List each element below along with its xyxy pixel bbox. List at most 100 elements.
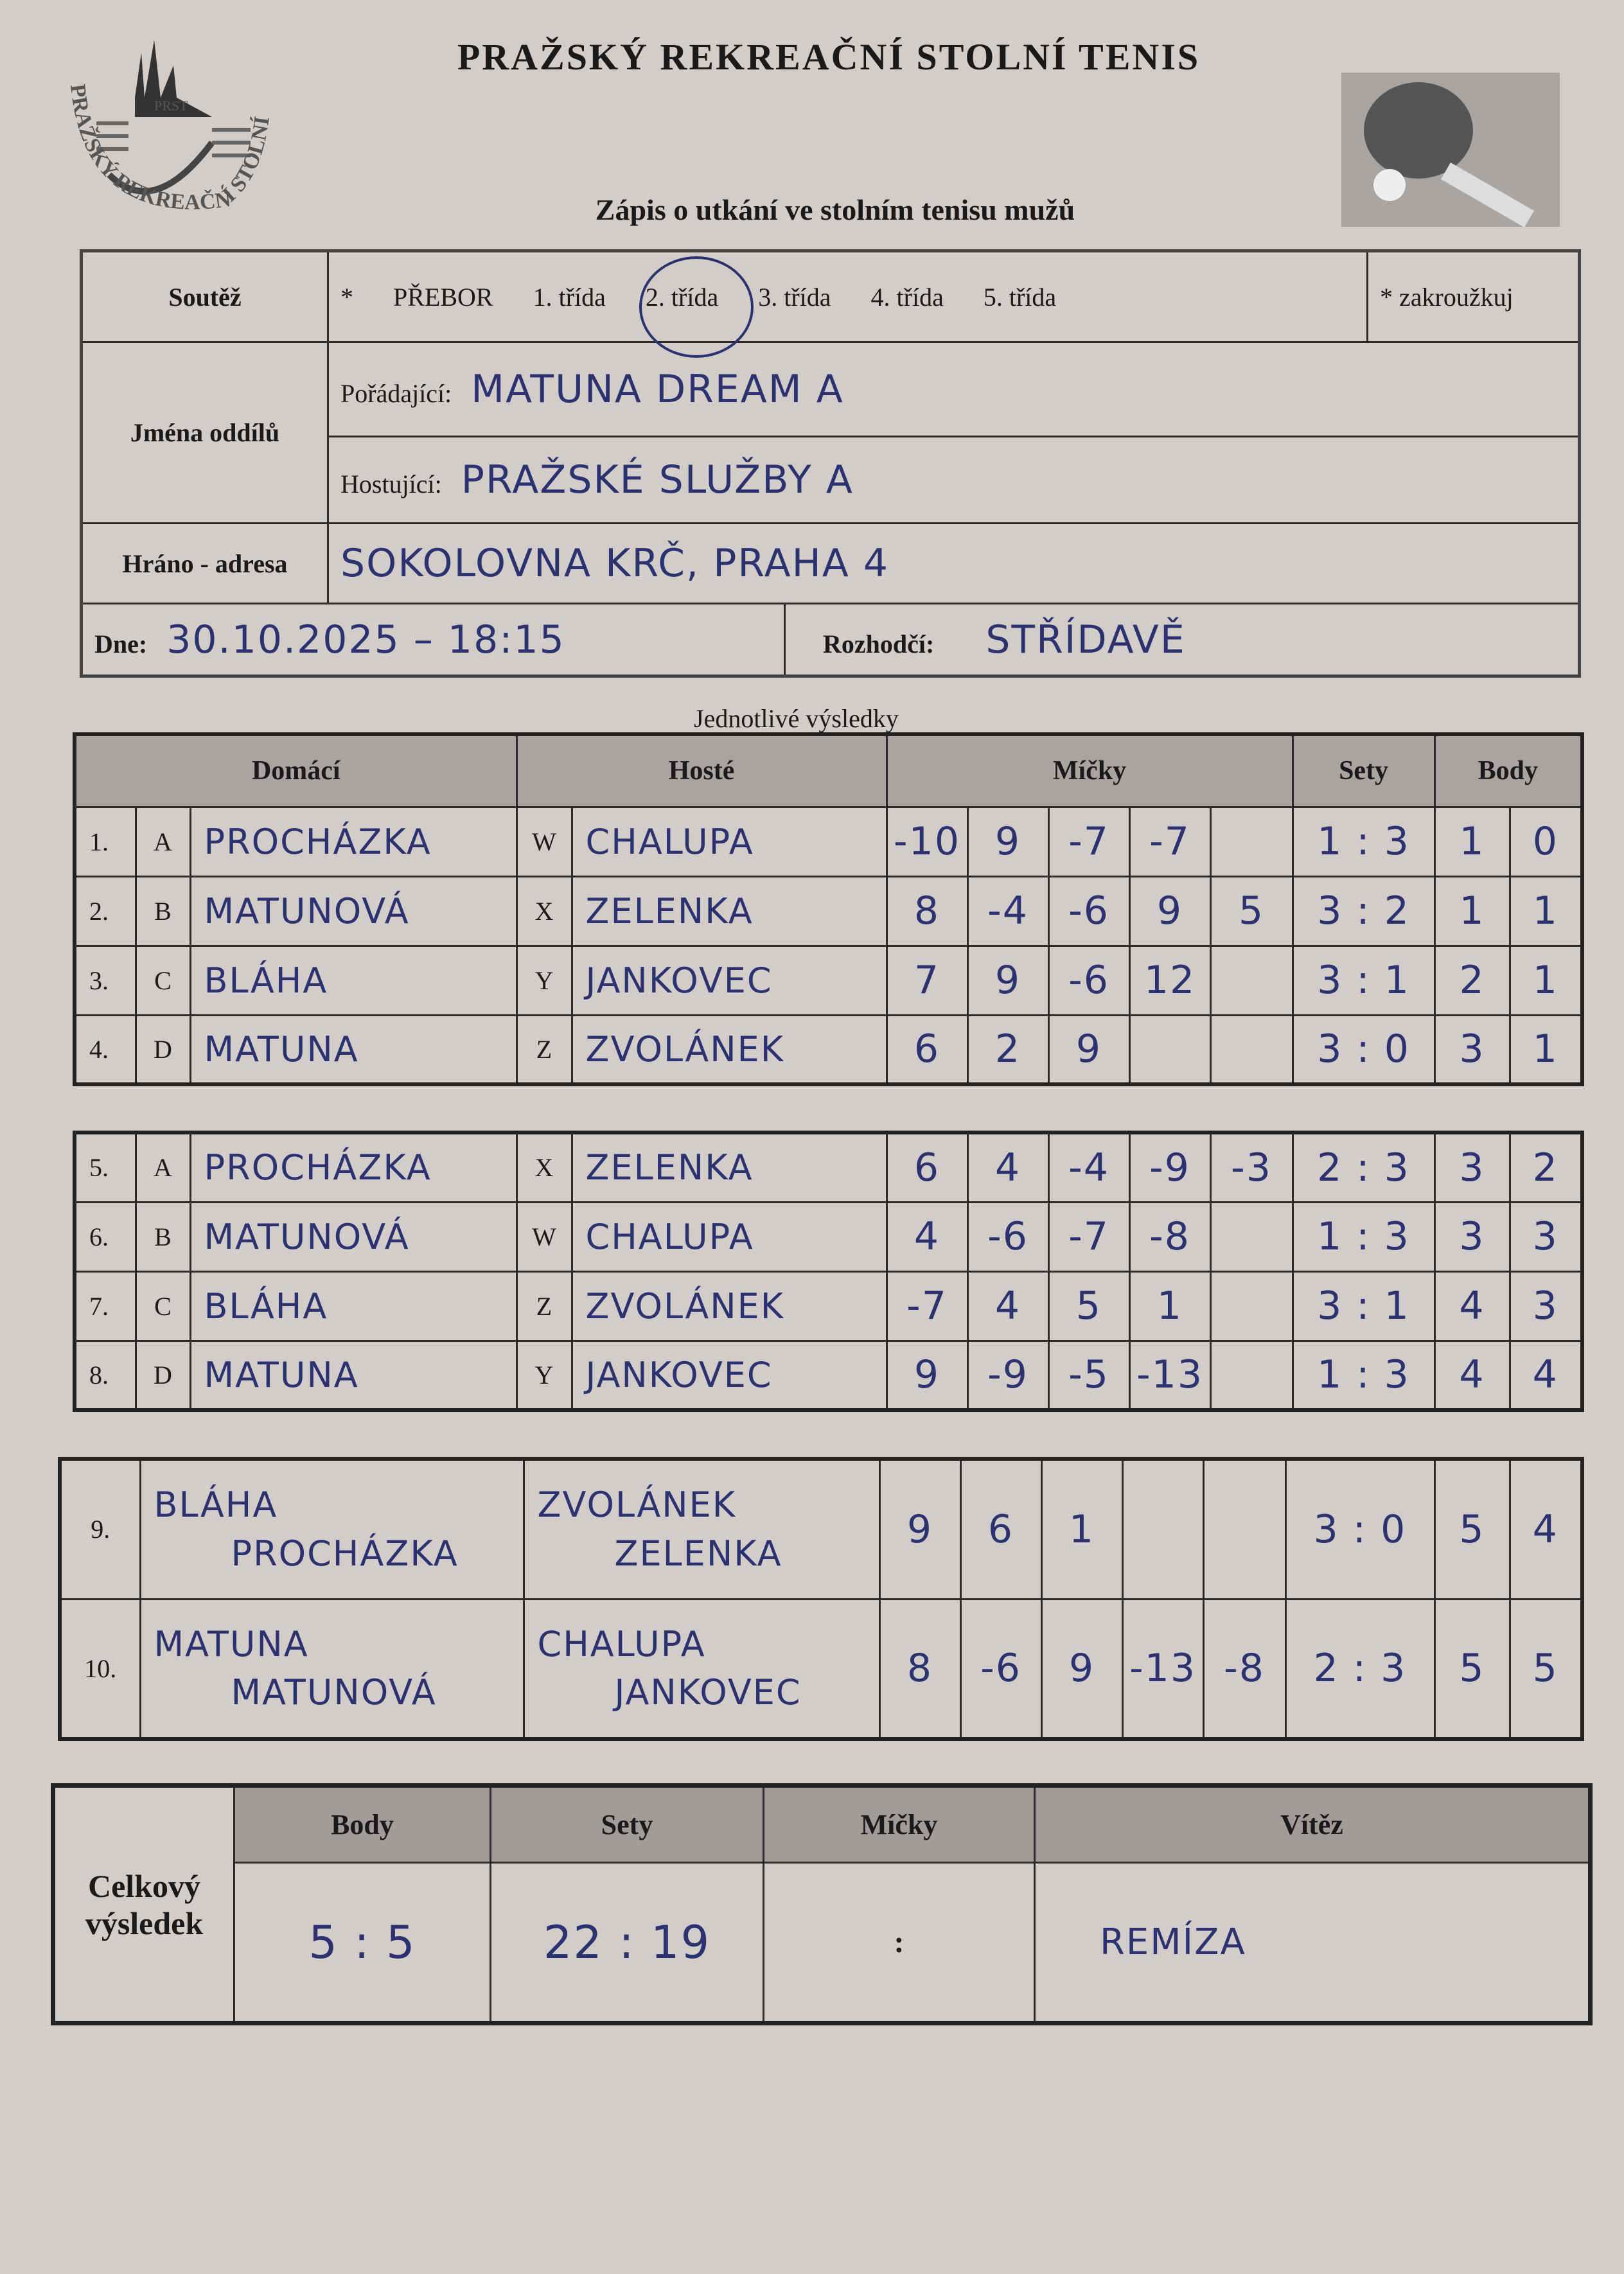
set-score[interactable]	[1209, 1201, 1294, 1273]
set-score[interactable]: -9	[966, 1339, 1050, 1411]
points-guest[interactable]: 4	[1508, 1458, 1584, 1600]
option-3tda[interactable]: 3. třída	[758, 282, 831, 312]
points-home[interactable]: 2	[1433, 944, 1511, 1016]
points-home[interactable]: 1	[1433, 875, 1511, 947]
points-guest[interactable]: 5	[1508, 1598, 1584, 1740]
points-guest[interactable]: 2	[1508, 1131, 1584, 1203]
sets-result[interactable]: 3 : 2	[1291, 875, 1436, 947]
points-guest[interactable]: 1	[1508, 1014, 1584, 1086]
set-score[interactable]: -7	[1128, 806, 1212, 877]
set-score[interactable]: -8	[1128, 1201, 1212, 1273]
set-score[interactable]: -7	[1047, 1201, 1131, 1273]
sum-micky[interactable]: :	[763, 1862, 1036, 2024]
points-guest[interactable]: 1	[1508, 875, 1584, 947]
option-5tda[interactable]: 5. třída	[983, 282, 1057, 312]
set-score[interactable]	[1121, 1458, 1205, 1600]
points-home[interactable]: 3	[1433, 1131, 1511, 1203]
sets-result[interactable]: 3 : 0	[1284, 1458, 1436, 1600]
set-score[interactable]: -7	[1047, 806, 1131, 877]
set-score[interactable]: 4	[885, 1201, 969, 1273]
set-score[interactable]: -6	[966, 1201, 1050, 1273]
points-guest[interactable]: 3	[1508, 1201, 1584, 1273]
sum-vitez[interactable]: REMÍZA	[1034, 1862, 1591, 2024]
set-score[interactable]: -13	[1128, 1339, 1212, 1411]
set-score[interactable]: 12	[1128, 944, 1212, 1016]
set-score[interactable]: -8	[1202, 1598, 1287, 1740]
home-player[interactable]: MATUNOVÁ	[189, 875, 518, 947]
home-player[interactable]: BLÁHA	[189, 944, 518, 1016]
option-pebor[interactable]: PŘEBOR	[393, 282, 493, 312]
set-score[interactable]: -6	[959, 1598, 1043, 1740]
set-score[interactable]: 9	[966, 806, 1050, 877]
set-score[interactable]: 2	[966, 1014, 1050, 1086]
sets-result[interactable]: 3 : 0	[1291, 1014, 1436, 1086]
guest-player[interactable]: ZELENKA	[570, 875, 888, 947]
guest-player[interactable]: JANKOVEC	[570, 1339, 888, 1411]
set-score[interactable]: 9	[885, 1339, 969, 1411]
set-score[interactable]: 8	[878, 1598, 962, 1740]
home-player[interactable]: BLÁHA	[189, 1270, 518, 1342]
set-score[interactable]	[1209, 1014, 1294, 1086]
set-score[interactable]: -10	[885, 806, 969, 877]
rozhodci-field[interactable]: Rozhodčí: STŘÍDAVĚ	[783, 603, 1581, 677]
points-home[interactable]: 5	[1433, 1598, 1511, 1740]
set-score[interactable]	[1202, 1458, 1287, 1600]
sets-result[interactable]: 1 : 3	[1291, 1339, 1436, 1411]
set-score[interactable]: 9	[1128, 875, 1212, 947]
points-guest[interactable]: 0	[1508, 806, 1584, 877]
set-score[interactable]	[1209, 1270, 1294, 1342]
guest-pair[interactable]: CHALUPA JANKOVEC	[522, 1598, 881, 1740]
points-guest[interactable]: 3	[1508, 1270, 1584, 1342]
hrano-field[interactable]: SOKOLOVNA KRČ, PRAHA 4	[326, 522, 1581, 604]
set-score[interactable]: 9	[1047, 1014, 1131, 1086]
home-player[interactable]: PROCHÁZKA	[189, 806, 518, 877]
dne-field[interactable]: Dne: 30.10.2025 – 18:15	[80, 603, 786, 677]
set-score[interactable]	[1209, 806, 1294, 877]
set-score[interactable]: 9	[1040, 1598, 1124, 1740]
set-score[interactable]: 1	[1040, 1458, 1124, 1600]
guest-player[interactable]: CHALUPA	[570, 806, 888, 877]
set-score[interactable]: 1	[1128, 1270, 1212, 1342]
sets-result[interactable]: 3 : 1	[1291, 1270, 1436, 1342]
guest-player[interactable]: ZVOLÁNEK	[570, 1014, 888, 1086]
hostujici-field[interactable]: Hostující: PRAŽSKÉ SLUŽBY A	[326, 436, 1581, 524]
set-score[interactable]: 6	[885, 1131, 969, 1203]
set-score[interactable]: 7	[885, 944, 969, 1016]
home-player[interactable]: PROCHÁZKA	[189, 1131, 518, 1203]
set-score[interactable]	[1128, 1014, 1212, 1086]
sum-body[interactable]: 5 : 5	[233, 1862, 491, 2024]
guest-player[interactable]: ZELENKA	[570, 1131, 888, 1203]
home-player[interactable]: MATUNA	[189, 1339, 518, 1411]
set-score[interactable]: 5	[1047, 1270, 1131, 1342]
home-player[interactable]: MATUNOVÁ	[189, 1201, 518, 1273]
set-score[interactable]: 8	[885, 875, 969, 947]
poradajici-field[interactable]: Pořádající: MATUNA DREAM A	[326, 341, 1581, 437]
home-pair[interactable]: MATUNA MATUNOVÁ	[139, 1598, 525, 1740]
points-home[interactable]: 3	[1433, 1014, 1511, 1086]
option-1tda[interactable]: 1. třída	[533, 282, 606, 312]
guest-player[interactable]: ZVOLÁNEK	[570, 1270, 888, 1342]
set-score[interactable]: -4	[966, 875, 1050, 947]
set-score[interactable]: -7	[885, 1270, 969, 1342]
guest-player[interactable]: CHALUPA	[570, 1201, 888, 1273]
home-player[interactable]: MATUNA	[189, 1014, 518, 1086]
points-home[interactable]: 4	[1433, 1270, 1511, 1342]
set-score[interactable]: 9	[878, 1458, 962, 1600]
set-score[interactable]: -4	[1047, 1131, 1131, 1203]
set-score[interactable]: -6	[1047, 875, 1131, 947]
sets-result[interactable]: 2 : 3	[1291, 1131, 1436, 1203]
points-home[interactable]: 3	[1433, 1201, 1511, 1273]
set-score[interactable]: -5	[1047, 1339, 1131, 1411]
set-score[interactable]: -9	[1128, 1131, 1212, 1203]
set-score[interactable]: -3	[1209, 1131, 1294, 1203]
set-score[interactable]: 5	[1209, 875, 1294, 947]
option-2tda[interactable]: 2. třída	[639, 256, 754, 358]
set-score[interactable]: -6	[1047, 944, 1131, 1016]
set-score[interactable]: 6	[885, 1014, 969, 1086]
sets-result[interactable]: 2 : 3	[1284, 1598, 1436, 1740]
guest-player[interactable]: JANKOVEC	[570, 944, 888, 1016]
points-guest[interactable]: 1	[1508, 944, 1584, 1016]
set-score[interactable]: 6	[959, 1458, 1043, 1600]
home-pair[interactable]: BLÁHA PROCHÁZKA	[139, 1458, 525, 1600]
points-home[interactable]: 1	[1433, 806, 1511, 877]
